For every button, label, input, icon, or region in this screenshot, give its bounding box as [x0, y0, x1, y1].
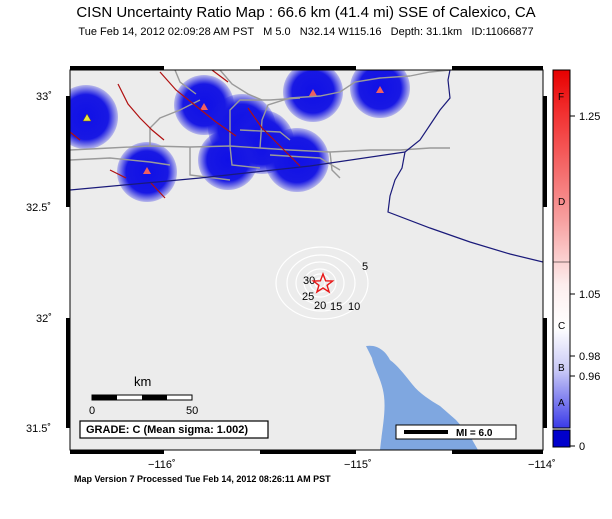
- svg-text:5: 5: [362, 261, 368, 273]
- svg-text:A: A: [558, 398, 565, 409]
- svg-text:GRADE: C (Mean sigma: 1.002): GRADE: C (Mean sigma: 1.002): [86, 424, 248, 436]
- svg-text:32˚: 32˚: [36, 313, 52, 325]
- svg-text:1.25: 1.25: [579, 111, 600, 123]
- svg-text:25: 25: [302, 291, 314, 303]
- svg-text:km: km: [134, 374, 151, 389]
- svg-text:15: 15: [330, 301, 342, 313]
- svg-text:−115˚: −115˚: [344, 459, 372, 471]
- scale-bar: km 0 50: [89, 374, 198, 417]
- svg-text:30: 30: [303, 275, 315, 287]
- ocean-area: [366, 345, 478, 450]
- svg-text:0: 0: [579, 441, 585, 453]
- svg-text:32.5˚: 32.5˚: [26, 202, 51, 214]
- svg-text:B: B: [558, 363, 565, 374]
- svg-text:0.98: 0.98: [579, 351, 600, 363]
- faults: [70, 70, 301, 199]
- svg-text:1.05: 1.05: [579, 289, 600, 301]
- svg-text:MI = 6.0: MI = 6.0: [456, 428, 493, 439]
- svg-text:C: C: [558, 321, 565, 332]
- land-area: [70, 70, 543, 450]
- station-blobs: [70, 70, 410, 202]
- map-title: CISN Uncertainty Ratio Map : 66.6 km (41…: [76, 4, 536, 21]
- svg-text:10: 10: [348, 301, 360, 313]
- station-markers: [82, 86, 384, 174]
- mi-legend: MI = 6.0: [395, 424, 517, 440]
- colorbar-zero-swatch: [552, 429, 571, 448]
- frame-ticks: [66, 66, 547, 454]
- svg-text:33˚: 33˚: [36, 91, 52, 103]
- grade-box: GRADE: C (Mean sigma: 1.002): [79, 420, 269, 439]
- svg-text:0.96: 0.96: [579, 371, 600, 383]
- svg-text:−114˚: −114˚: [528, 459, 556, 471]
- colorbar: F D C B A 1.25 1.05 0.98 0.96 0: [552, 69, 600, 453]
- svg-text:D: D: [558, 197, 565, 208]
- map-version-footer: Map Version 7 Processed Tue Feb 14, 2012…: [74, 474, 331, 484]
- epicenter-star-icon: [311, 272, 335, 294]
- svg-text:20: 20: [314, 300, 326, 312]
- svg-text:0: 0: [89, 405, 95, 417]
- lat-labels: 33˚ 32.5˚ 32˚ 31.5˚: [26, 91, 52, 435]
- borders: [70, 70, 543, 263]
- svg-text:50: 50: [186, 405, 198, 417]
- roads: [70, 70, 451, 181]
- event-subtitle: Tue Feb 14, 2012 02:09:28 AM PST M 5.0 N…: [78, 26, 534, 38]
- contour-labels: 5 10 15 20 25 30: [302, 261, 368, 313]
- svg-text:31.5˚: 31.5˚: [26, 423, 51, 435]
- svg-text:F: F: [558, 92, 564, 103]
- lon-labels: −116˚ −115˚ −114˚: [148, 459, 556, 471]
- svg-text:−116˚: −116˚: [148, 459, 176, 471]
